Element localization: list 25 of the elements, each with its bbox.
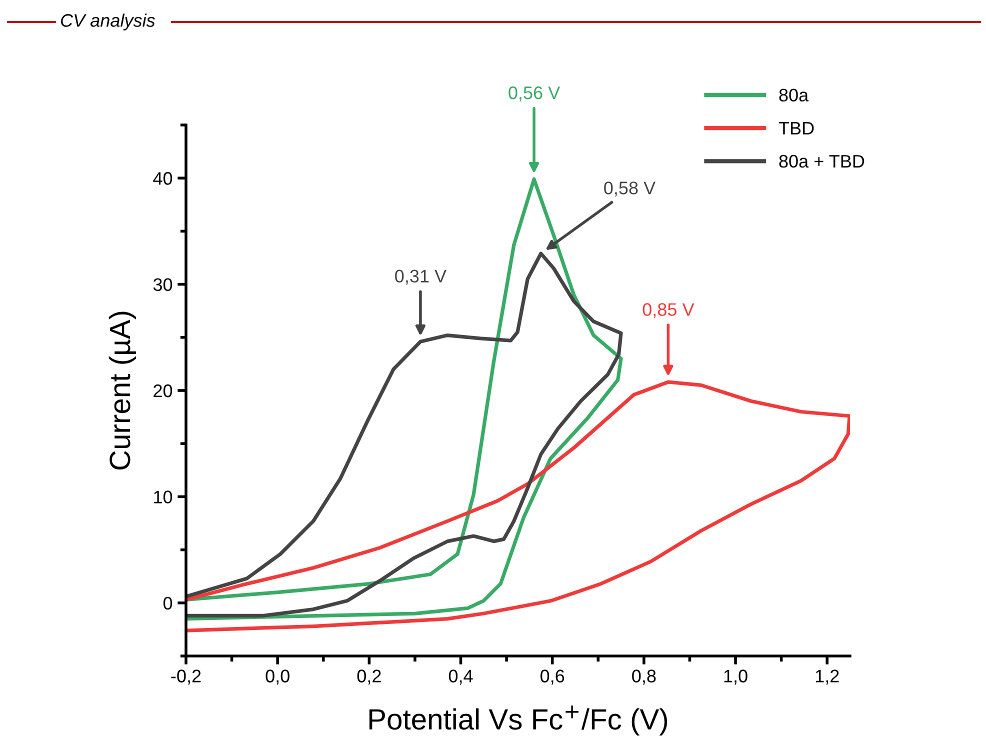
annotation: 0,58 V — [604, 182, 656, 197]
y-tick-label: 20 — [154, 384, 172, 398]
x-tick-label: 0,0 — [266, 670, 290, 685]
annotation: 0,31 V — [395, 270, 446, 285]
x-tick-label: 1,0 — [724, 670, 748, 685]
line-series — [186, 380, 850, 632]
x-tick-label: 0,8 — [632, 670, 656, 685]
y-tick-label: 30 — [153, 278, 172, 292]
x-tick-label: 0,6 — [540, 670, 564, 685]
x-tick-label: 0,4 — [448, 670, 473, 685]
y-tick-label: 10 — [154, 490, 172, 504]
annotation: 0,56 V — [508, 86, 560, 102]
annotation: 0,85 V — [642, 303, 694, 318]
y-tick-label: 0 — [163, 596, 172, 610]
x-tick-label: 0,2 — [357, 670, 381, 685]
legend-label: 80a — [779, 88, 809, 102]
line-series — [186, 252, 623, 618]
legend-label: TBD — [778, 122, 814, 134]
x-tick-label: 1,2 — [816, 670, 839, 685]
chart-title: CV analysis — [60, 14, 155, 30]
x-axis-title: Potential Vs Fc$^{+}$/Fc (V) — [369, 705, 668, 736]
x-tick-label: -0,2 — [171, 670, 201, 685]
legend-label: 80a + TBD — [779, 154, 864, 168]
y-tick-label: 40 — [153, 172, 172, 185]
y-axis-title: Current (µA) — [108, 312, 136, 470]
